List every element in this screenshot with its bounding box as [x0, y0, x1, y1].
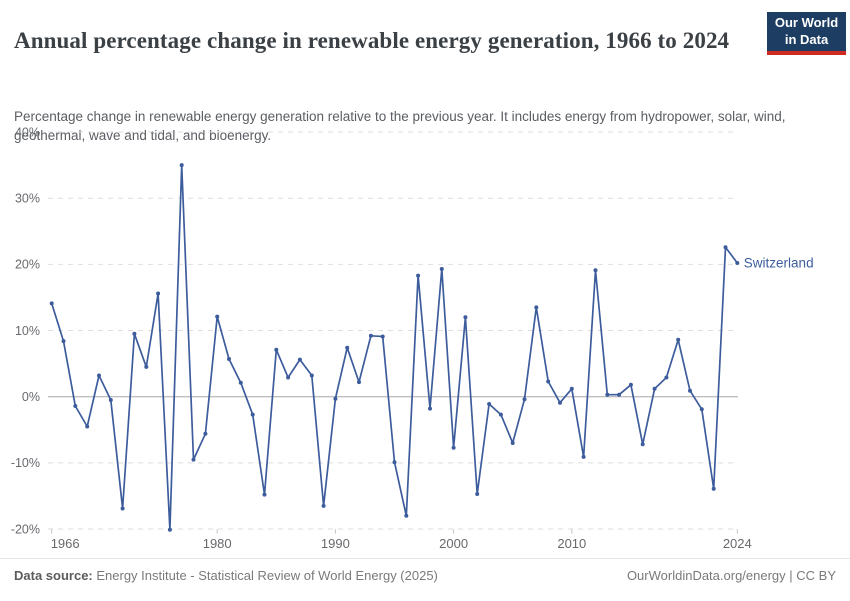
data-point-marker[interactable] — [345, 345, 350, 350]
owid-logo[interactable]: Our World in Data — [767, 12, 846, 55]
data-point-marker[interactable] — [522, 397, 527, 402]
data-point-marker[interactable] — [569, 386, 574, 391]
data-point-marker[interactable] — [73, 404, 78, 408]
data-point-marker[interactable] — [652, 386, 657, 391]
data-point-marker[interactable] — [640, 442, 645, 447]
data-source-note: Data source: Energy Institute - Statisti… — [14, 568, 438, 583]
data-point-marker[interactable] — [297, 357, 302, 362]
data-source-label: Data source: — [14, 568, 93, 583]
data-point-marker[interactable] — [179, 163, 184, 168]
data-point-marker[interactable] — [286, 375, 291, 380]
chart-footer: Data source: Energy Institute - Statisti… — [0, 558, 850, 601]
data-point-marker[interactable] — [49, 301, 54, 306]
data-point-marker[interactable] — [699, 407, 704, 412]
x-axis-tick-label: 2010 — [557, 536, 586, 551]
data-point-marker[interactable] — [321, 503, 326, 508]
data-point-marker[interactable] — [274, 347, 279, 352]
series-label[interactable]: Switzerland — [744, 256, 814, 271]
data-point-marker[interactable] — [238, 380, 243, 385]
data-point-marker[interactable] — [593, 268, 598, 273]
data-point-marker[interactable] — [628, 382, 633, 387]
data-point-marker[interactable] — [97, 373, 101, 378]
data-point-marker[interactable] — [156, 291, 161, 296]
y-axis-tick-label: -20% — [11, 522, 40, 536]
data-point-marker[interactable] — [451, 445, 456, 450]
data-point-marker[interactable] — [510, 441, 515, 445]
data-point-marker[interactable] — [617, 392, 622, 397]
data-point-marker[interactable] — [688, 388, 692, 393]
data-point-marker[interactable] — [428, 406, 432, 411]
x-axis-tick-label: 2024 — [723, 536, 752, 551]
data-point-marker[interactable] — [85, 424, 90, 429]
chart-svg[interactable]: 40% 30% 20% 10% 0% -10% -20% 1966 1980 1990 2000 20… — [0, 120, 850, 558]
data-point-marker[interactable] — [191, 457, 196, 462]
line-chart[interactable]: 40% 30% 20% 10% 0% -10% -20% 1966 1980 1990 2000 20… — [0, 120, 850, 558]
data-point-marker[interactable] — [498, 412, 503, 417]
data-point-marker[interactable] — [368, 333, 373, 338]
data-point-marker[interactable] — [404, 513, 409, 518]
data-point-marker[interactable] — [120, 506, 125, 511]
data-point-marker[interactable] — [487, 402, 492, 406]
data-point-marker[interactable] — [416, 273, 421, 278]
x-axis-tick-label: 1980 — [203, 536, 232, 551]
footer-attribution-link[interactable]: OurWorldinData.org/energy | CC BY — [626, 568, 836, 583]
data-point-marker[interactable] — [357, 380, 361, 385]
data-point-marker[interactable] — [215, 314, 220, 319]
y-axis-tick-label: -10% — [11, 456, 40, 470]
data-point-marker[interactable] — [250, 412, 255, 417]
data-point-marker[interactable] — [262, 492, 267, 497]
y-axis-tick-label: 40% — [15, 125, 40, 139]
y-axis-tick-label: 30% — [15, 191, 40, 205]
owid-logo-line1: Our World — [774, 15, 839, 31]
data-source-text: Energy Institute - Statistical Review of… — [92, 568, 438, 583]
data-point-marker[interactable] — [439, 267, 444, 271]
series-line-switzerland[interactable] — [50, 164, 738, 531]
data-point-marker[interactable] — [558, 400, 562, 405]
data-point-marker[interactable] — [546, 379, 551, 384]
data-point-marker[interactable] — [475, 492, 480, 496]
data-point-marker[interactable] — [132, 331, 137, 336]
data-point-marker[interactable] — [333, 396, 338, 401]
data-point-marker[interactable] — [227, 357, 231, 361]
data-point-marker[interactable] — [309, 373, 314, 378]
data-point-marker[interactable] — [676, 337, 681, 342]
data-point-marker[interactable] — [144, 364, 149, 369]
owid-logo-line2: in Data — [784, 31, 829, 47]
data-point-marker[interactable] — [392, 460, 397, 465]
data-point-marker[interactable] — [605, 392, 610, 397]
data-point-marker[interactable] — [664, 375, 669, 380]
y-axis-tick-label: 0% — [22, 390, 40, 404]
data-point-marker[interactable] — [61, 339, 66, 344]
data-point-marker[interactable] — [534, 305, 539, 310]
y-axis-tick-label: 20% — [15, 258, 40, 272]
data-point-marker[interactable] — [711, 486, 716, 491]
data-point-marker[interactable] — [167, 527, 172, 532]
data-point-marker[interactable] — [108, 398, 113, 402]
data-point-marker[interactable] — [463, 315, 468, 320]
data-point-marker[interactable] — [735, 261, 740, 265]
chart-title: Annual percentage change in renewable en… — [14, 28, 730, 54]
x-axis-tick-label: 1966 — [51, 536, 80, 551]
x-axis-tick-label: 2000 — [439, 536, 468, 551]
data-point-marker[interactable] — [723, 245, 728, 250]
data-point-marker[interactable] — [581, 454, 586, 459]
x-axis-tick-label: 1990 — [321, 536, 350, 551]
data-point-marker[interactable] — [380, 334, 385, 339]
y-axis-tick-label: 10% — [15, 324, 40, 338]
data-point-marker[interactable] — [203, 431, 208, 436]
